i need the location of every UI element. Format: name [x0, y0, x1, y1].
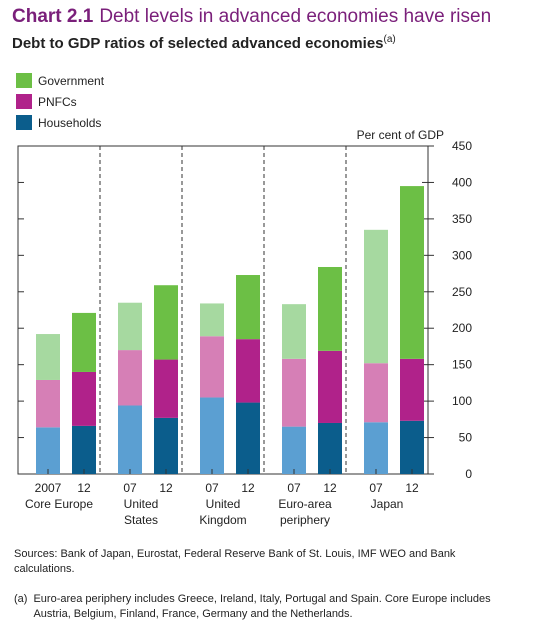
legend: Government PNFCs Households: [16, 70, 104, 133]
bar-households: [72, 425, 96, 474]
bar-pnfcs: [200, 336, 224, 398]
group-label: United: [206, 497, 241, 511]
x-tick-label: 07: [287, 481, 301, 495]
chart-title: Chart 2.1 Debt levels in advanced economi…: [12, 6, 491, 28]
x-tick-label: 12: [241, 481, 255, 495]
bar-government: [200, 303, 224, 337]
bar-pnfcs: [236, 339, 260, 403]
legend-label-government: Government: [38, 73, 105, 88]
group-label: periphery: [280, 513, 330, 527]
y-tick-label: 150: [452, 358, 472, 372]
y-tick-label: 200: [452, 321, 472, 335]
bar-pnfcs: [36, 379, 60, 428]
y-tick-label: 0: [465, 467, 472, 481]
x-tick-label: 12: [77, 481, 91, 495]
bar-government: [236, 275, 260, 340]
y-tick-label: 50: [459, 431, 473, 445]
x-tick-label: 12: [405, 481, 419, 495]
bar-pnfcs: [318, 350, 342, 423]
footnote: (a) Euro-area periphery includes Greece,…: [14, 592, 519, 622]
bar-government: [400, 186, 424, 359]
bar-pnfcs: [118, 350, 142, 406]
legend-item-government: Government: [16, 70, 104, 91]
group-label: Core Europe: [25, 497, 93, 511]
group-label: Kingdom: [199, 513, 246, 527]
bar-pnfcs: [282, 358, 306, 427]
chart-subtitle-text: Debt to GDP ratios of selected advanced …: [12, 35, 384, 52]
bar-households: [364, 422, 388, 474]
bar-households: [318, 422, 342, 474]
bar-households: [282, 426, 306, 474]
bar-government: [36, 334, 60, 380]
bar-pnfcs: [364, 363, 388, 423]
bar-households: [400, 420, 424, 474]
bar-pnfcs: [72, 371, 96, 426]
group-label: States: [124, 513, 158, 527]
legend-swatch-government: [16, 73, 32, 88]
group-label: Euro-area: [278, 497, 332, 511]
bar-pnfcs: [154, 359, 178, 418]
y-tick-label: 250: [452, 285, 472, 299]
subtitle-note-mark: (a): [383, 34, 396, 45]
x-tick-label: 07: [205, 481, 219, 495]
bar-government: [154, 285, 178, 360]
x-tick-label: 2007: [35, 481, 62, 495]
group-label: United: [124, 497, 159, 511]
y-tick-label: 300: [452, 248, 472, 262]
footnote-text: Euro-area periphery includes Greece, Ire…: [33, 593, 491, 620]
bar-households: [118, 405, 142, 474]
y-axis-unit-label: Per cent of GDP: [356, 128, 444, 142]
legend-label-households: Households: [38, 115, 102, 130]
legend-swatch-pnfcs: [16, 94, 32, 109]
bar-government: [318, 266, 342, 351]
y-tick-label: 100: [452, 394, 472, 408]
x-tick-label: 07: [369, 481, 383, 495]
bar-households: [154, 417, 178, 474]
x-tick-label: 07: [123, 481, 137, 495]
bar-households: [200, 397, 224, 474]
bar-households: [36, 427, 60, 474]
legend-label-pnfcs: PNFCs: [38, 94, 77, 109]
chart-number: Chart 2.1: [12, 6, 94, 27]
chart-title-text: Debt levels in advanced economies have r…: [99, 6, 492, 27]
legend-swatch-households: [16, 115, 32, 130]
y-tick-label: 400: [452, 175, 472, 189]
legend-item-pnfcs: PNFCs: [16, 91, 104, 112]
x-tick-label: 12: [159, 481, 173, 495]
bar-pnfcs: [400, 358, 424, 421]
bar-government: [72, 312, 96, 372]
bar-government: [282, 304, 306, 359]
bar-government: [364, 229, 388, 364]
chart-subtitle: Debt to GDP ratios of selected advanced …: [12, 34, 396, 52]
bar-households: [236, 402, 260, 474]
y-tick-label: 450: [452, 139, 472, 153]
footnote-mark: (a): [14, 593, 28, 605]
legend-item-households: Households: [16, 112, 104, 133]
x-tick-label: 12: [323, 481, 337, 495]
sources-note: Sources: Bank of Japan, Eurostat, Federa…: [14, 548, 456, 575]
chart-area: 0 50 100 150 200 250 300 350 400 450 2007 12 07 12 07 1…: [17, 139, 473, 527]
group-label: Japan: [371, 497, 404, 511]
bar-government: [118, 302, 142, 351]
y-tick-label: 350: [452, 212, 472, 226]
